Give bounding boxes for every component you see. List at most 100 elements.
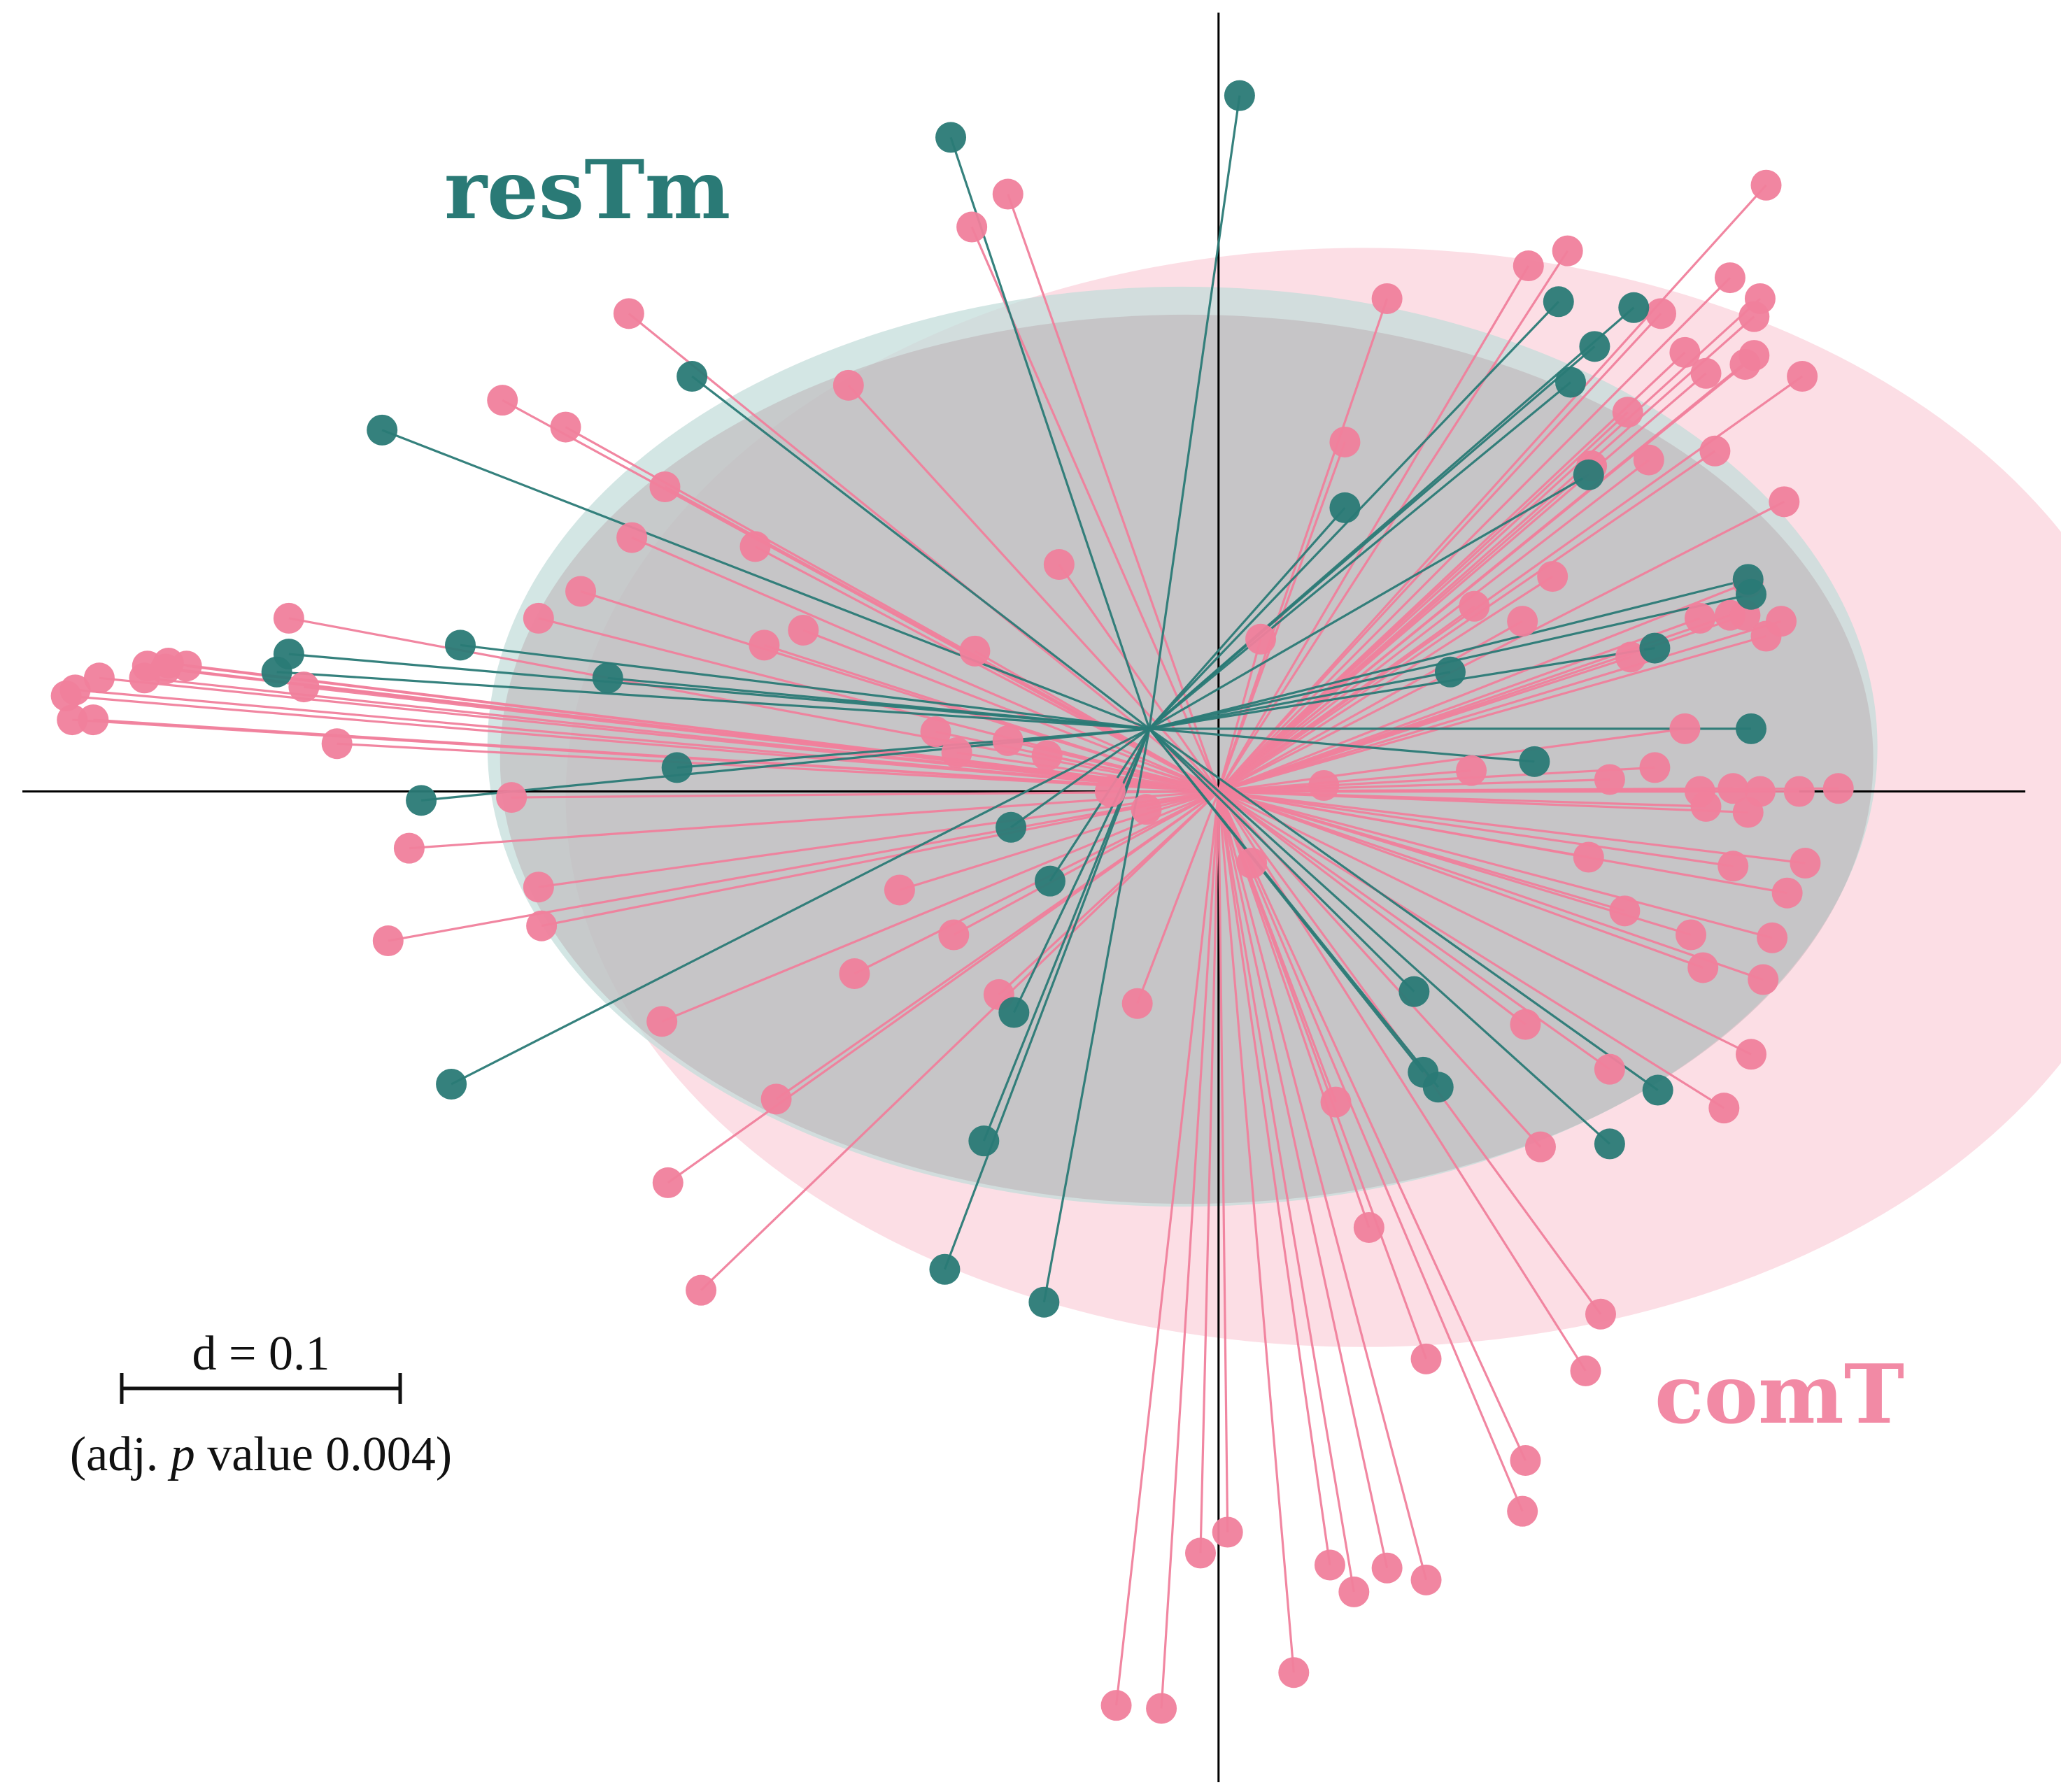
point-comt-115 [1043, 549, 1075, 581]
point-restm-20 [1554, 367, 1586, 398]
point-comt-8 [1669, 336, 1701, 368]
point-comt-112 [992, 178, 1024, 210]
point-comt-2 [1513, 250, 1544, 282]
spoke-comt-3 [1217, 276, 1731, 792]
point-restm-9 [406, 785, 437, 816]
point-restm-33 [1594, 1128, 1625, 1160]
spoke-comt-52 [1217, 790, 1610, 1070]
spoke-restm-12 [451, 727, 1150, 1086]
spoke-comt-89 [72, 718, 1219, 793]
point-comt-119 [1094, 776, 1126, 807]
point-comt-72 [1236, 848, 1268, 879]
spoke-comt-39 [1218, 790, 1748, 814]
point-comt-120 [1131, 794, 1162, 825]
point-comt-12 [1690, 357, 1722, 389]
spoke-comt-27 [1218, 620, 1782, 793]
point-comt-66 [1371, 1552, 1403, 1584]
point-comt-70 [1100, 1690, 1132, 1721]
point-comt-4 [1371, 283, 1403, 314]
point-comt-27 [1766, 606, 1797, 637]
point-restm-3 [367, 414, 398, 446]
point-comt-28 [1714, 599, 1745, 631]
spoke-restm-11 [1049, 728, 1151, 882]
spoke-restm-25 [1149, 647, 1655, 730]
spoke-restm-19 [1148, 346, 1596, 730]
point-restm-28 [1519, 746, 1550, 777]
spoke-restm-23 [1149, 578, 1749, 730]
point-comt-21 [1459, 590, 1490, 622]
spoke-comt-115 [1058, 564, 1220, 792]
point-comt-45 [1771, 877, 1803, 909]
spoke-comt-51 [1218, 790, 1752, 1055]
scale-bar: d = 0.1 (adj. p value 0.004) [70, 1327, 452, 1481]
point-comt-67 [1410, 1564, 1442, 1595]
point-comt-81 [646, 1006, 678, 1037]
point-comt-76 [652, 1167, 684, 1198]
point-restm-1 [935, 122, 967, 153]
spoke-restm-31 [1148, 727, 1439, 1088]
point-comt-69 [1278, 1657, 1310, 1688]
spoke-restm-8 [677, 727, 1150, 769]
spoke-comt-21 [1217, 605, 1475, 792]
spoke-comt-50 [1218, 790, 1764, 981]
point-comt-82 [526, 910, 558, 941]
point-comt-105 [565, 576, 597, 607]
point-comt-113 [956, 211, 988, 243]
point-comt-10 [1729, 348, 1761, 380]
spoke-comt-30 [1218, 727, 1685, 793]
point-comt-102 [788, 614, 819, 646]
point-restm-10 [996, 811, 1027, 843]
spoke-comt-73 [1136, 790, 1220, 1004]
spoke-comt-26 [1218, 634, 1766, 793]
spoke-comt-63 [1217, 791, 1229, 1533]
spoke-comt-66 [1217, 791, 1389, 1569]
point-comt-33 [1456, 755, 1487, 786]
point-comt-109 [487, 385, 518, 416]
spoke-restm-32 [1148, 727, 1659, 1091]
point-comt-43 [1573, 841, 1604, 873]
point-comt-39 [1732, 797, 1764, 828]
point-comt-38 [1717, 773, 1749, 804]
point-comt-79 [938, 919, 970, 951]
point-restm-27 [1736, 713, 1767, 744]
point-comt-23 [1507, 606, 1538, 637]
point-comt-46 [1609, 895, 1641, 927]
spoke-restm-6 [460, 643, 1150, 730]
point-comt-18 [1769, 486, 1800, 518]
point-comt-14 [1329, 426, 1361, 457]
point-comt-97 [171, 650, 202, 682]
point-comt-99 [273, 602, 304, 634]
spoke-comt-77 [700, 790, 1219, 1291]
point-comt-80 [839, 958, 870, 990]
point-comt-64 [1184, 1537, 1216, 1569]
point-comt-3 [1714, 262, 1745, 294]
spoke-comt-93 [144, 676, 1219, 793]
point-comt-47 [1676, 919, 1707, 951]
spoke-comt-78 [899, 790, 1219, 891]
point-comt-75 [760, 1083, 792, 1115]
spoke-comt-83 [388, 790, 1219, 942]
spoke-comt-15 [1217, 450, 1716, 792]
point-comt-86 [496, 782, 527, 813]
spoke-restm-22 [1148, 506, 1346, 730]
point-comt-116 [739, 531, 771, 562]
scale-bar-label: d = 0.1 [192, 1327, 330, 1381]
point-restm-12 [436, 1069, 467, 1100]
spoke-comt-23 [1218, 620, 1523, 792]
spoke-restm-7 [607, 676, 1150, 730]
point-comt-92 [83, 662, 115, 694]
point-comt-89 [57, 704, 88, 736]
spoke-comt-99 [288, 617, 1219, 793]
spoke-comt-2 [1217, 265, 1530, 792]
spoke-comt-48 [1218, 790, 1773, 939]
point-comt-1 [1552, 235, 1583, 266]
point-comt-85 [393, 832, 425, 864]
point-restm-14 [968, 1125, 1000, 1157]
point-comt-63 [1212, 1516, 1243, 1548]
point-comt-103 [959, 635, 991, 667]
point-comt-84 [523, 872, 554, 903]
point-comt-91 [59, 674, 91, 706]
spoke-comt-5 [1217, 313, 1662, 792]
spoke-comt-14 [1217, 441, 1346, 792]
